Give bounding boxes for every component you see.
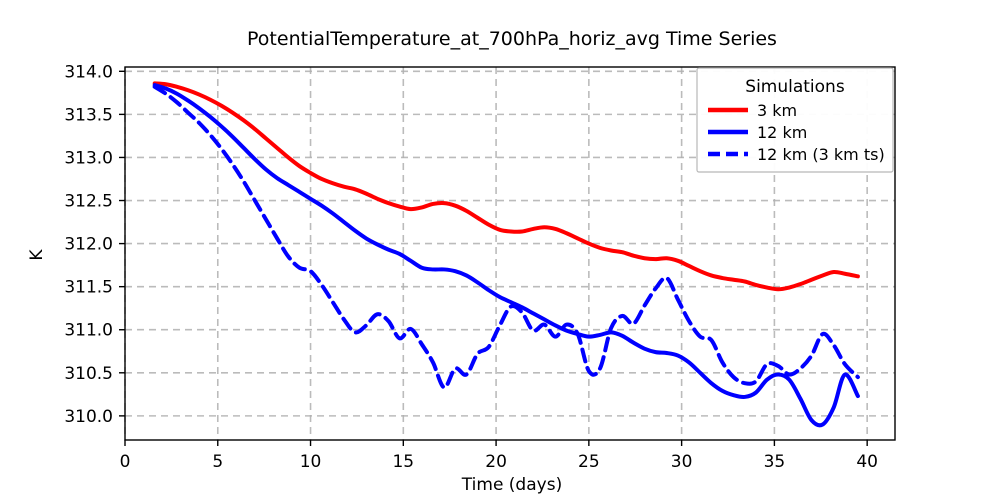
x-axis-label: Time (days) <box>461 475 562 495</box>
x-tick-label: 0 <box>120 452 131 472</box>
chart-legend: Simulations 3 km 12 km 12 km (3 km ts) <box>696 67 894 173</box>
legend-title: Simulations <box>745 77 845 97</box>
y-tick-label: 310.5 <box>64 364 113 384</box>
x-tick-label: 30 <box>671 452 693 472</box>
y-tick-label: 313.0 <box>64 148 113 168</box>
data-series-group <box>152 81 860 428</box>
x-tick-label: 5 <box>212 452 223 472</box>
legend-label-0: 3 km <box>757 101 797 120</box>
y-axis-tick-labels: 310.0 310.5 311.0 311.5 312.0 312.5 313.0 313.5… <box>64 62 113 427</box>
y-axis-ticks <box>119 70 125 417</box>
y-tick-label: 310.0 <box>64 407 113 427</box>
x-tick-label: 40 <box>856 452 878 472</box>
y-tick-label: 313.5 <box>64 105 113 125</box>
series-line-0 <box>152 81 860 292</box>
y-tick-label: 312.0 <box>64 235 113 255</box>
plot-frame <box>124 66 896 441</box>
series-line-1 <box>152 83 860 428</box>
y-axis-label: K <box>27 249 47 261</box>
x-axis-ticks <box>124 440 868 446</box>
x-tick-label: 25 <box>578 452 600 472</box>
legend-box <box>696 67 894 173</box>
x-tick-label: 35 <box>764 452 786 472</box>
legend-entries: 3 km 12 km 12 km (3 km ts) <box>708 101 885 164</box>
chart-title: PotentialTemperature_at_700hPa_horiz_avg… <box>247 28 777 50</box>
series-line-2 <box>152 84 860 390</box>
x-axis-tick-labels: 0 5 10 15 20 25 30 35 40 <box>120 452 878 472</box>
x-tick-label: 20 <box>485 452 507 472</box>
x-tick-label: 15 <box>392 452 414 472</box>
legend-label-1: 12 km <box>757 123 807 142</box>
y-tick-label: 314.0 <box>64 62 113 82</box>
legend-label-2: 12 km (3 km ts) <box>757 145 885 164</box>
y-tick-label: 311.5 <box>64 278 113 298</box>
y-tick-label: 312.5 <box>64 192 113 212</box>
x-tick-label: 10 <box>300 452 322 472</box>
y-tick-label: 311.0 <box>64 321 113 341</box>
